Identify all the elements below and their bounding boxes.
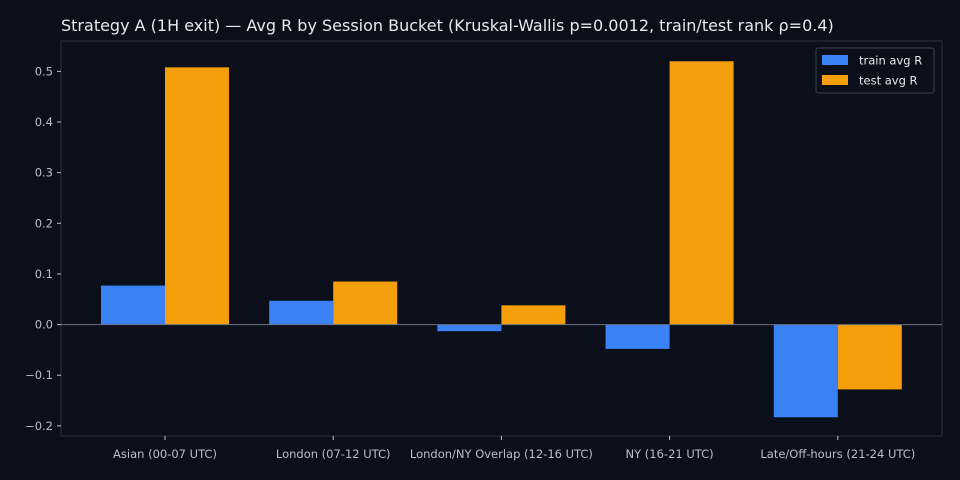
x-tick-label: Late/Off-hours (21-24 UTC) [760,447,915,461]
bar-test-1 [333,281,398,325]
y-tick-label: 0.3 [35,166,53,180]
y-tick-label: −0.2 [25,419,53,433]
y-tick-label: 0.5 [35,64,53,78]
bar-test-0 [165,67,229,325]
x-axis: Asian (00-07 UTC) London (07-12 UTC) Londo… [113,436,915,461]
bar-train-3 [605,324,670,349]
bar-train-2 [437,324,502,332]
legend-label: train avg R [859,54,922,68]
x-tick-label: London (07-12 UTC) [276,447,391,461]
bar-train-1 [269,300,334,325]
legend-label: test avg R [859,74,918,88]
legend-swatch [822,55,848,65]
chart-title: Strategy A (1H exit) — Avg R by Session … [61,16,834,35]
x-tick-label: NY (16-21 UTC) [626,447,714,461]
y-tick-label: 0.4 [35,115,53,129]
y-tick-label: 0.1 [35,267,53,281]
x-tick-label: London/NY Overlap (12-16 UTC) [410,447,593,461]
legend-swatch [822,75,848,85]
y-tick-label: −0.1 [25,368,53,382]
bar-train-0 [101,285,165,325]
y-axis: −0.2 −0.1 0.0 0.1 0.2 0.3 0.4 0.5 [25,64,61,433]
bar-test-4 [837,324,902,390]
x-tick-label: Asian (00-07 UTC) [113,447,217,461]
y-tick-label: 0.0 [35,318,53,332]
y-tick-label: 0.2 [35,216,53,230]
bar-test-2 [501,305,566,325]
bar-test-3 [669,61,734,325]
legend: train avg R test avg R [815,47,935,94]
bar-train-4 [773,324,838,418]
bars-group [101,61,902,418]
